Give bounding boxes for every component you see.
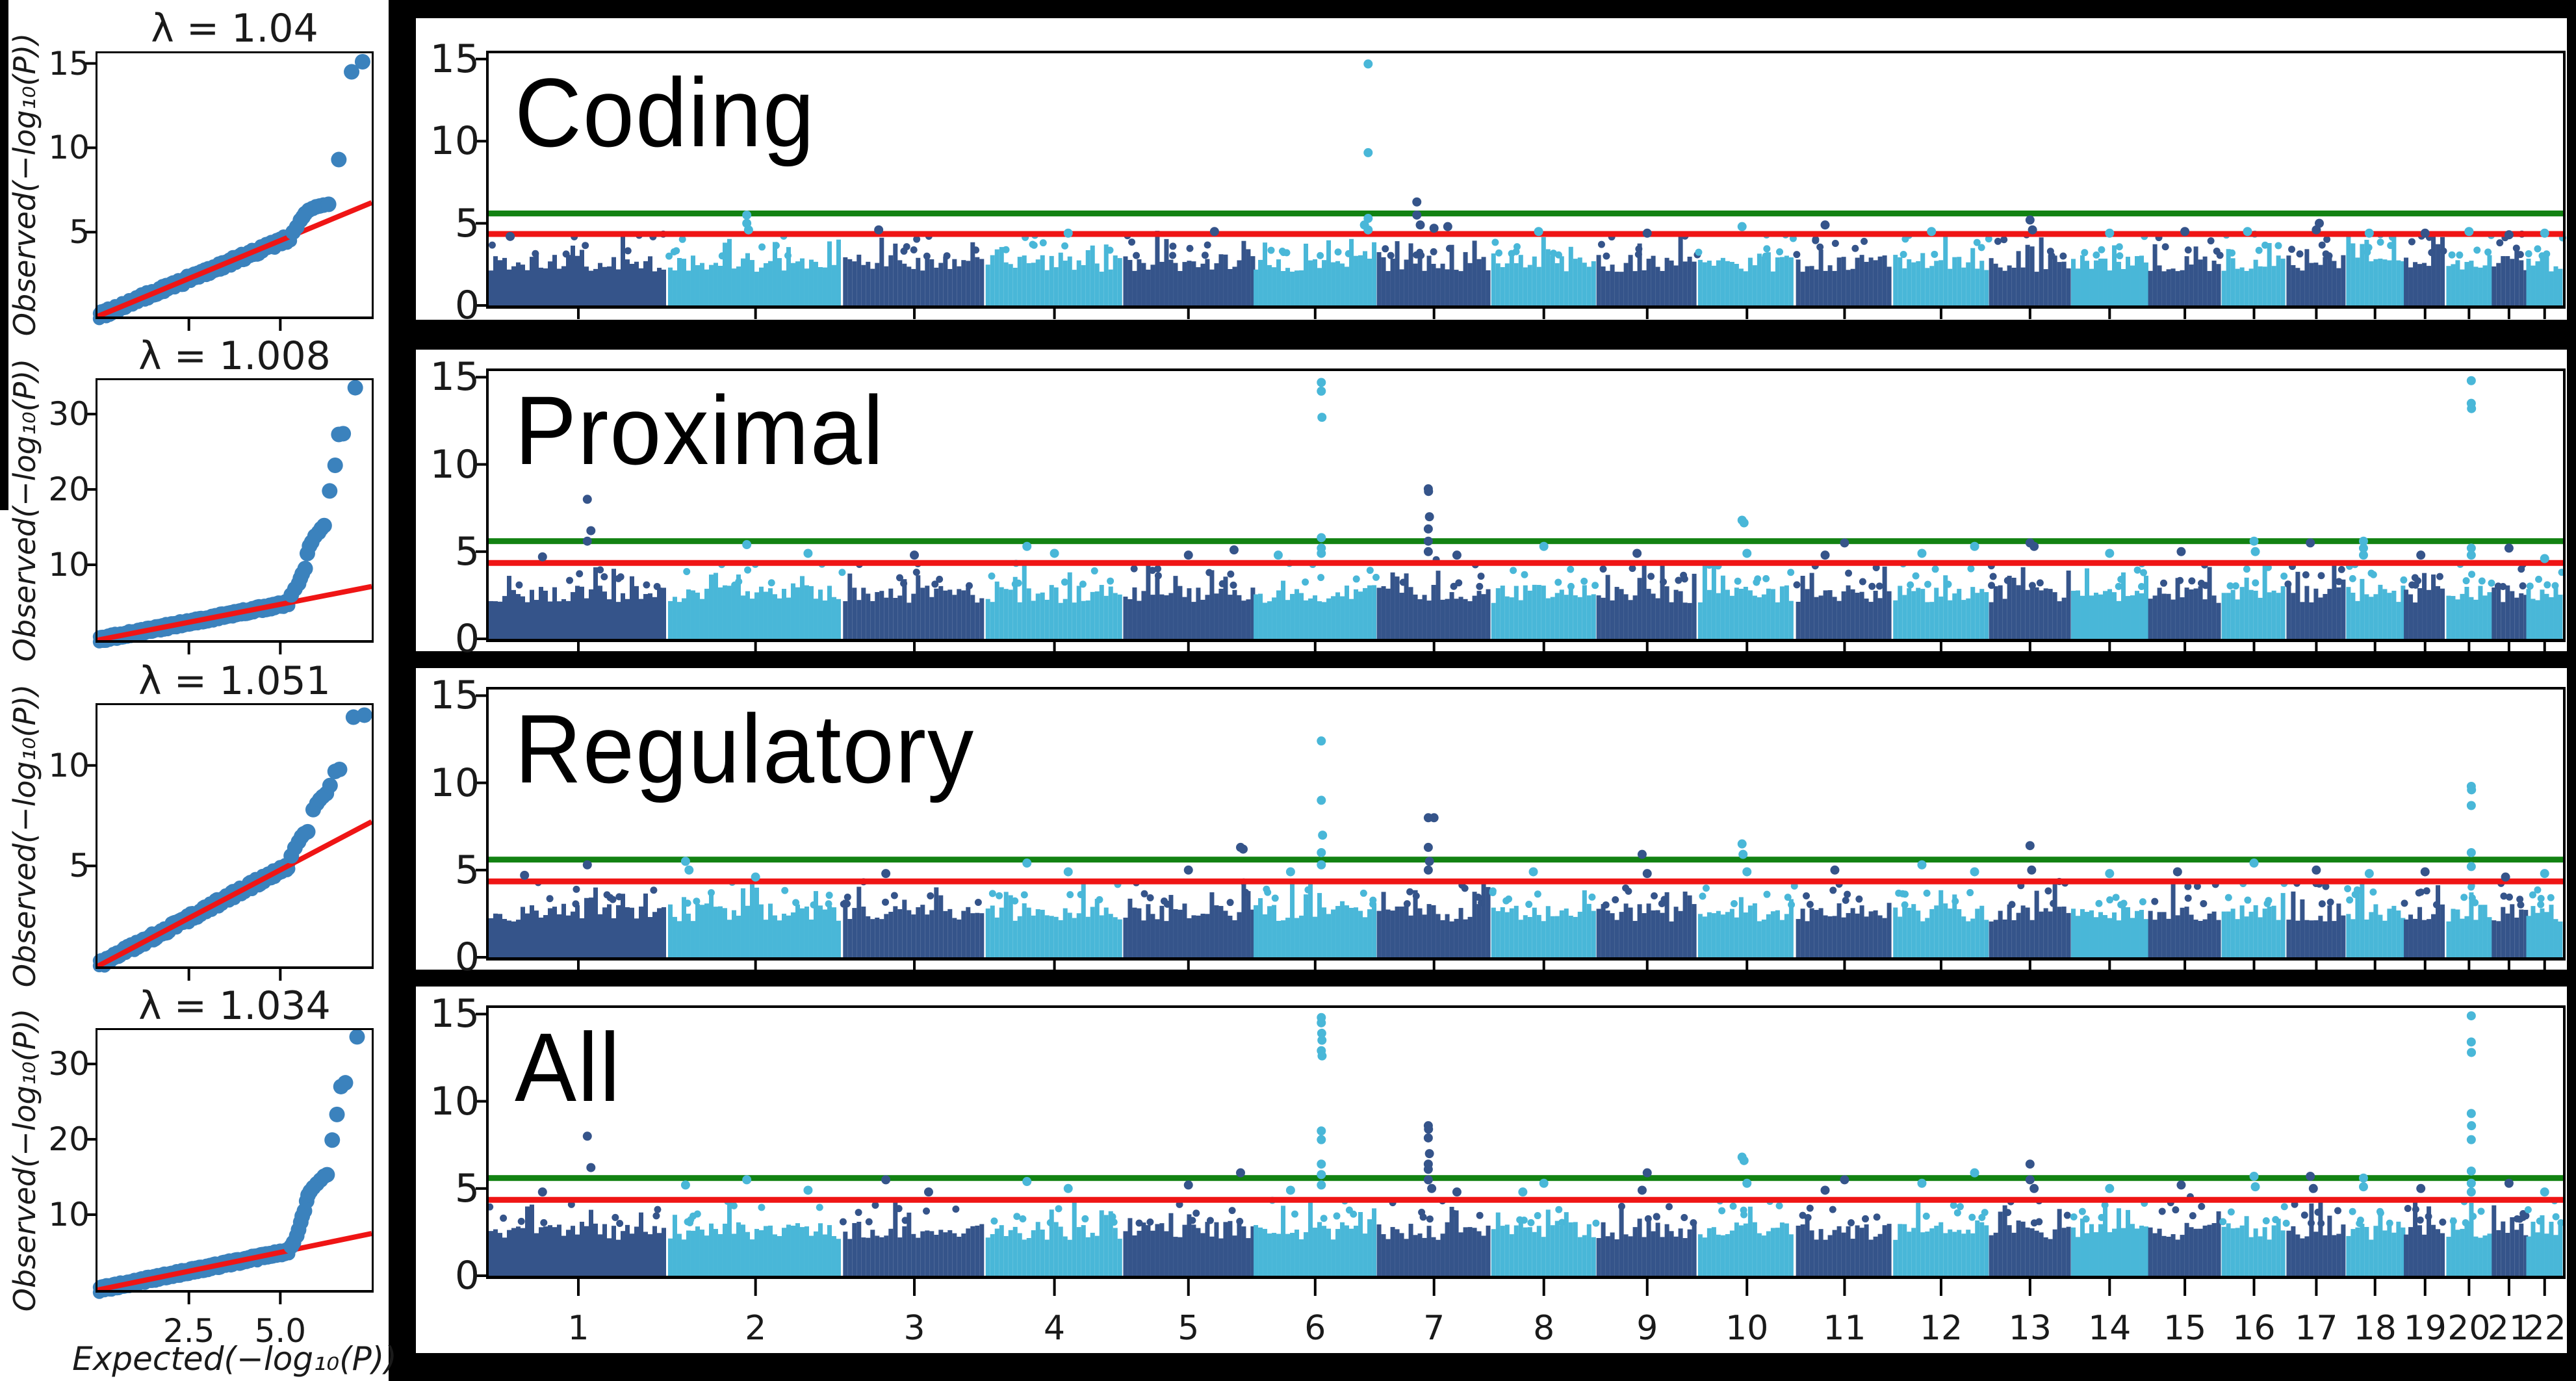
chrom-label-7: 7 [1423, 1309, 1445, 1348]
qq-ytick-4-10: 10 [48, 1196, 90, 1234]
qq-title-coding: λ = 1.04 [151, 6, 318, 51]
manhattan-ytick-regulatory-0: 0 [454, 935, 480, 980]
qq-ytick-1-15: 15 [48, 44, 90, 83]
qq-xtick-2.5: 2.5 [162, 1312, 215, 1350]
chrom-label-9: 9 [1636, 1309, 1658, 1348]
manhattan-ytick-coding-5: 5 [454, 200, 480, 246]
manhattan-ytick-all-5: 5 [454, 1165, 480, 1211]
manhattan-ytick-all-10: 10 [430, 1078, 480, 1124]
qq-ytick-3-5: 5 [69, 847, 90, 885]
manhattan-ytick-coding-10: 10 [430, 118, 480, 164]
qq-xtick-5.0: 5.0 [254, 1312, 307, 1350]
chrom-label-19: 19 [2403, 1309, 2447, 1348]
chrom-label-14: 14 [2088, 1309, 2132, 1348]
chrom-label-16: 16 [2232, 1309, 2276, 1348]
manhattan-ytick-all-15: 15 [430, 991, 480, 1037]
figure-edge-artifact [0, 0, 8, 510]
manhattan-ytick-proximal-15: 15 [430, 354, 480, 400]
chrom-label-17: 17 [2295, 1309, 2338, 1348]
qq-xlabel: Expected(−log₁₀(P)) [72, 1340, 397, 1378]
chrom-label-22: 22 [2523, 1309, 2566, 1348]
manhattan-ytick-proximal-5: 5 [454, 528, 480, 574]
qq-ytick-2-10: 10 [48, 546, 90, 584]
qq-ytick-2-30: 30 [48, 395, 90, 433]
chrom-label-4: 4 [1044, 1309, 1066, 1348]
manhattan-panel-title-proximal: Proximal [515, 376, 885, 485]
chrom-label-8: 8 [1533, 1309, 1555, 1348]
manhattan-ytick-regulatory-10: 10 [430, 760, 480, 806]
chrom-label-13: 13 [2008, 1309, 2052, 1348]
chrom-label-12: 12 [1919, 1309, 1963, 1348]
qq-title-regulatory: λ = 1.051 [138, 658, 331, 704]
manhattan-ytick-proximal-10: 10 [430, 441, 480, 487]
qq-ylabel-3: Observed(−log₁₀(P)) [7, 684, 42, 988]
chrom-label-11: 11 [1823, 1309, 1866, 1348]
chrom-label-10: 10 [1725, 1309, 1769, 1348]
manhattan-ytick-regulatory-15: 15 [430, 673, 480, 719]
manhattan-panel-title-coding: Coding [515, 58, 816, 167]
chrom-label-6: 6 [1304, 1309, 1326, 1348]
qq-ytick-1-10: 10 [48, 129, 90, 167]
chrom-label-5: 5 [1178, 1309, 1200, 1348]
qq-title-all: λ = 1.034 [138, 983, 331, 1029]
manhattan-panel-bg-all [416, 987, 2567, 1353]
manhattan-ytick-proximal-0: 0 [454, 616, 480, 662]
chrom-label-20: 20 [2447, 1309, 2491, 1348]
qq-ytick-1-5: 5 [69, 213, 90, 252]
manhattan-panel-title-all: All [515, 1013, 622, 1122]
chrom-label-3: 3 [903, 1309, 925, 1348]
manhattan-ytick-coding-0: 0 [454, 283, 480, 328]
chrom-label-18: 18 [2353, 1309, 2397, 1348]
qq-ytick-2-20: 20 [48, 471, 90, 509]
chrom-label-21: 21 [2487, 1309, 2531, 1348]
chrom-label-1: 1 [567, 1309, 589, 1348]
chrom-label-2: 2 [745, 1309, 767, 1348]
manhattan-panel-title-regulatory: Regulatory [515, 694, 975, 803]
manhattan-ytick-regulatory-5: 5 [454, 847, 480, 893]
qq-ytick-4-20: 20 [48, 1120, 90, 1159]
qq-ytick-3-10: 10 [48, 746, 90, 784]
qq-title-proximal: λ = 1.008 [138, 333, 331, 379]
manhattan-ytick-all-0: 0 [454, 1253, 480, 1298]
qq-ytick-4-30: 30 [48, 1045, 90, 1083]
manhattan-ytick-coding-15: 15 [430, 36, 480, 82]
chrom-label-15: 15 [2163, 1309, 2207, 1348]
